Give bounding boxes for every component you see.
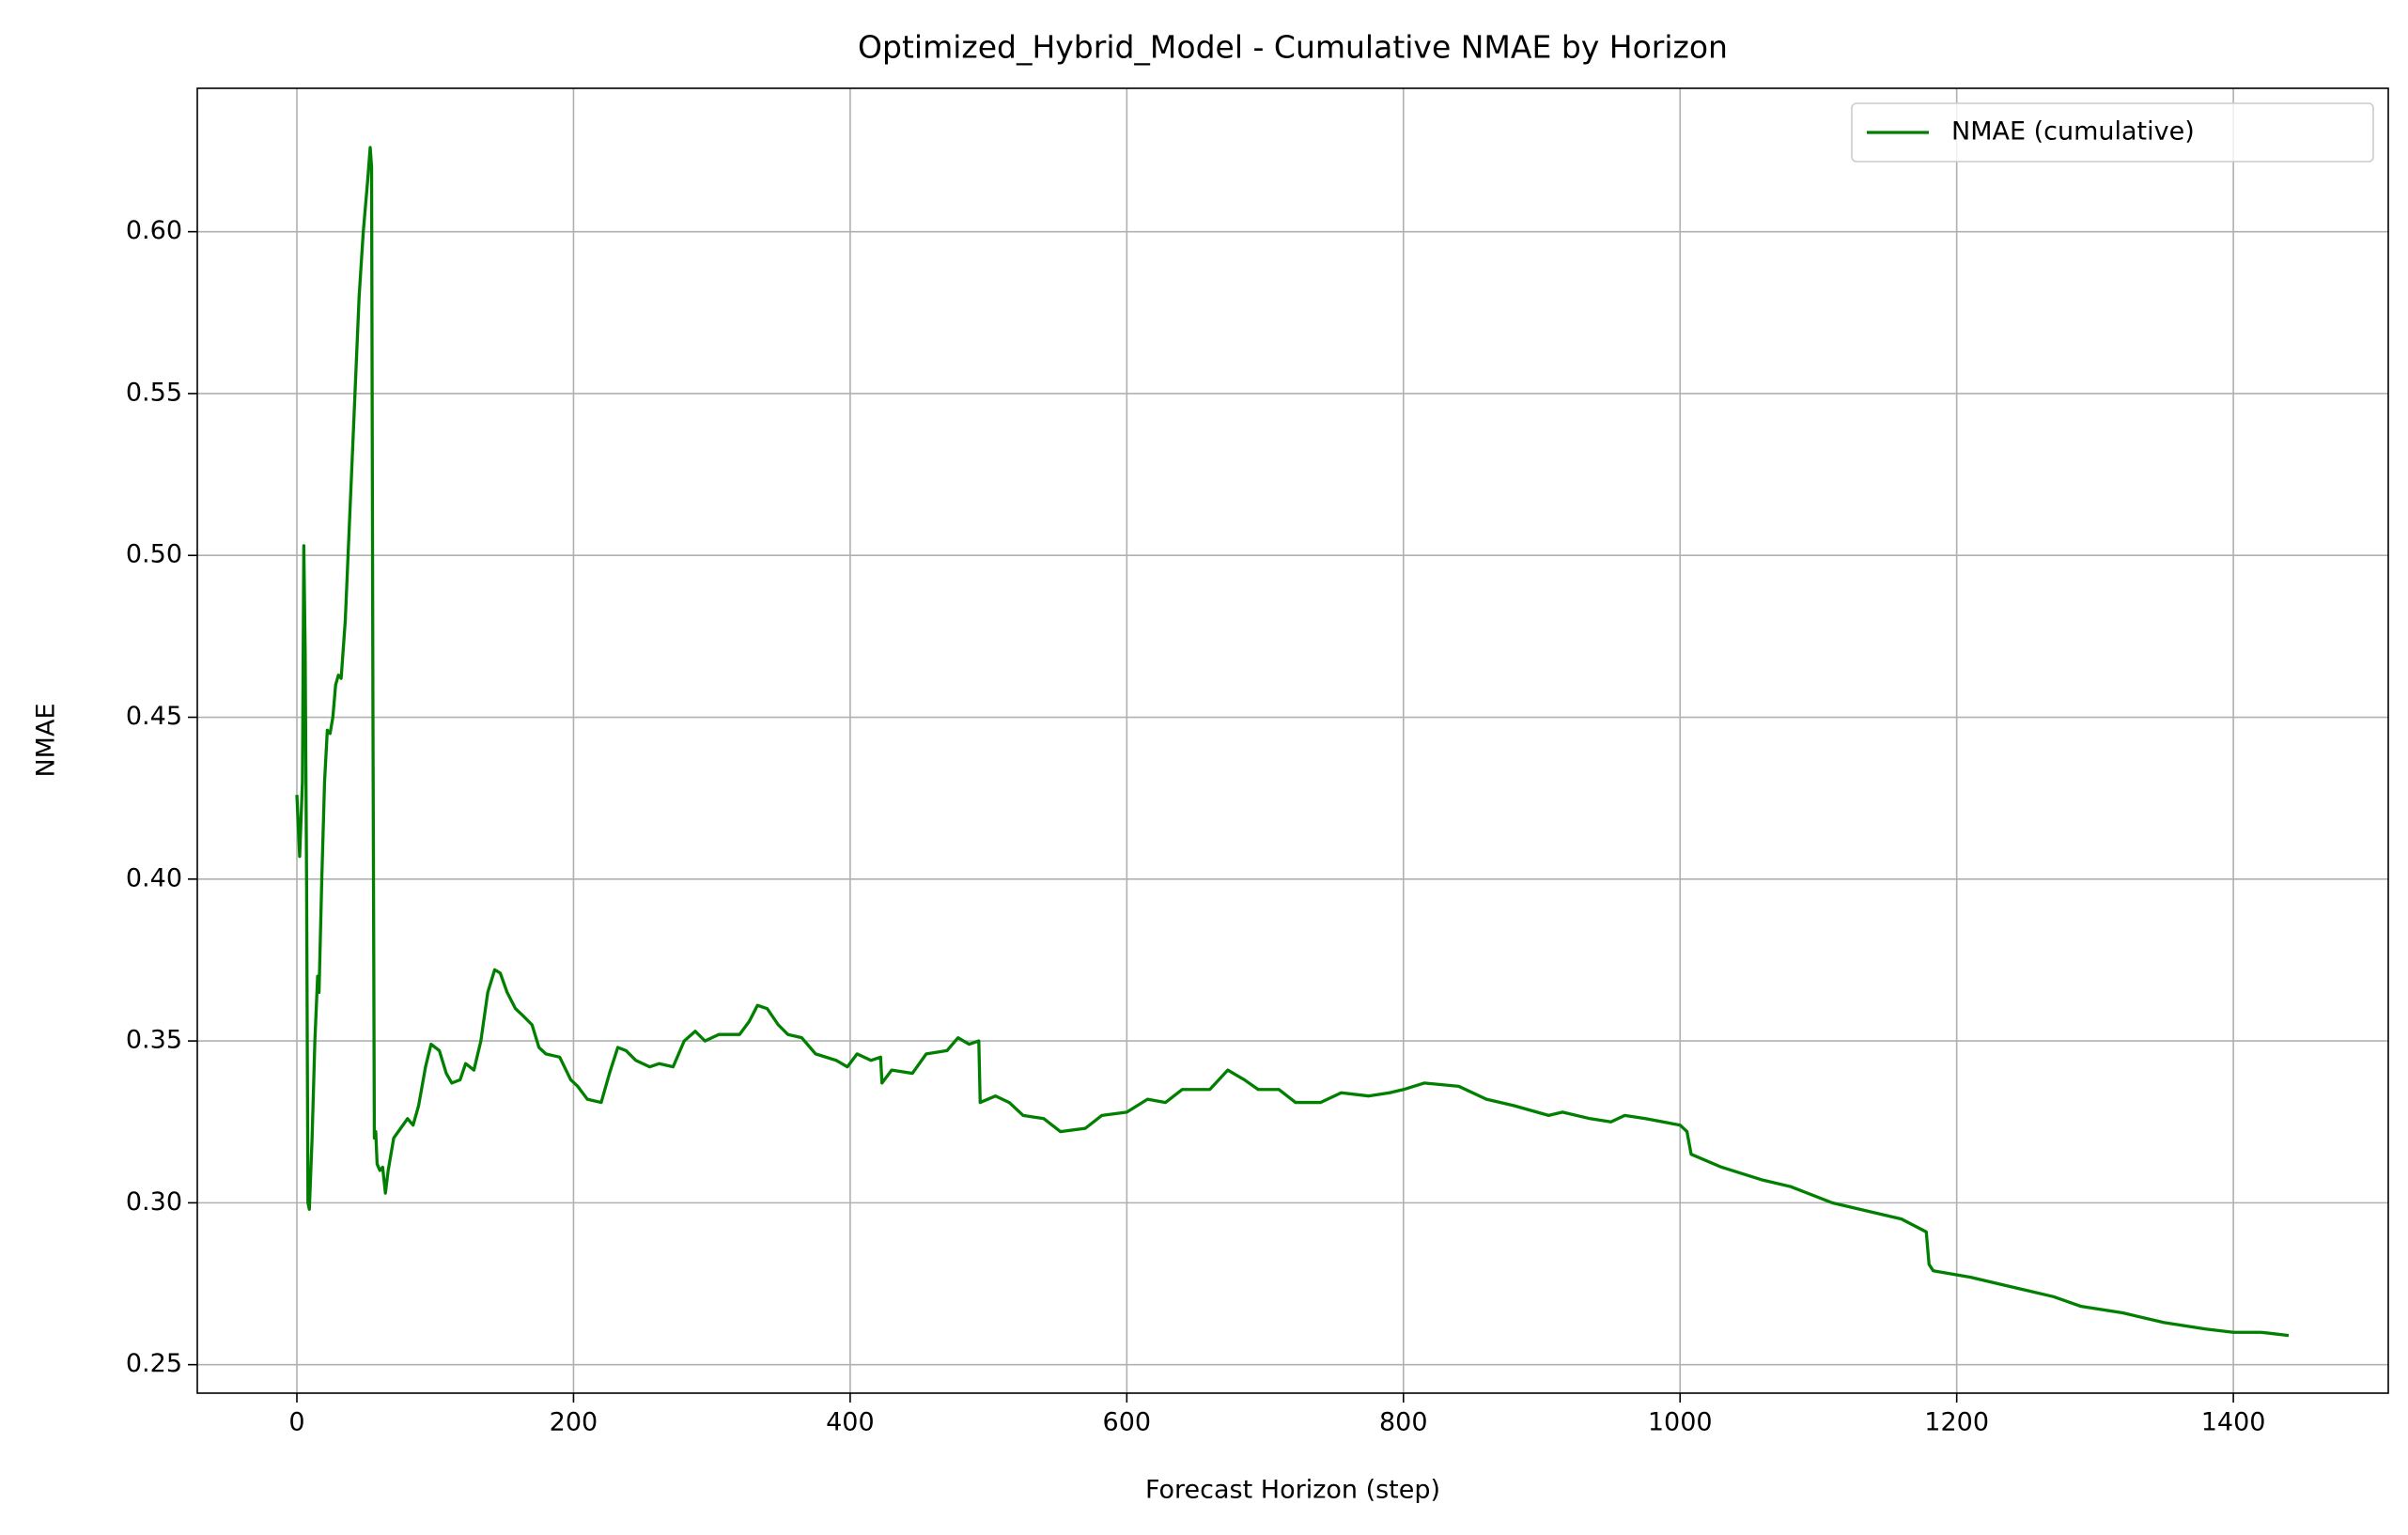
y-tick-label: 0.45 [126, 702, 182, 731]
legend-box [1851, 102, 2374, 163]
plot-frame [196, 87, 2389, 1394]
y-axis-label: NMAE [32, 703, 61, 777]
y-tick-label: 0.25 [126, 1349, 182, 1378]
x-tick-label: 0 [288, 1408, 304, 1437]
x-axis-label: Forecast Horizon (step) [1145, 1476, 1440, 1505]
y-tick-label: 0.55 [126, 378, 182, 407]
x-tick-label: 1400 [2201, 1408, 2266, 1437]
x-tick-label: 1200 [1924, 1408, 1989, 1437]
x-tick-label: 200 [550, 1408, 598, 1437]
y-tick-label: 0.35 [126, 1026, 182, 1055]
y-tick-label: 0.40 [126, 863, 182, 892]
data-line [295, 146, 2290, 1338]
x-tick-label: 1000 [1648, 1408, 1713, 1437]
y-tick-label: 0.50 [126, 540, 182, 569]
x-tick-label: 600 [1103, 1408, 1152, 1437]
x-tick-label: 800 [1379, 1408, 1428, 1437]
y-tick-label: 0.60 [126, 216, 182, 245]
y-tick-label: 0.30 [126, 1187, 182, 1217]
chart-title: Optimized_Hybrid_Model - Cumulative NMAE… [858, 29, 1728, 66]
x-tick-label: 400 [826, 1408, 875, 1437]
legend-label: NMAE (cumulative) [1951, 117, 2195, 147]
